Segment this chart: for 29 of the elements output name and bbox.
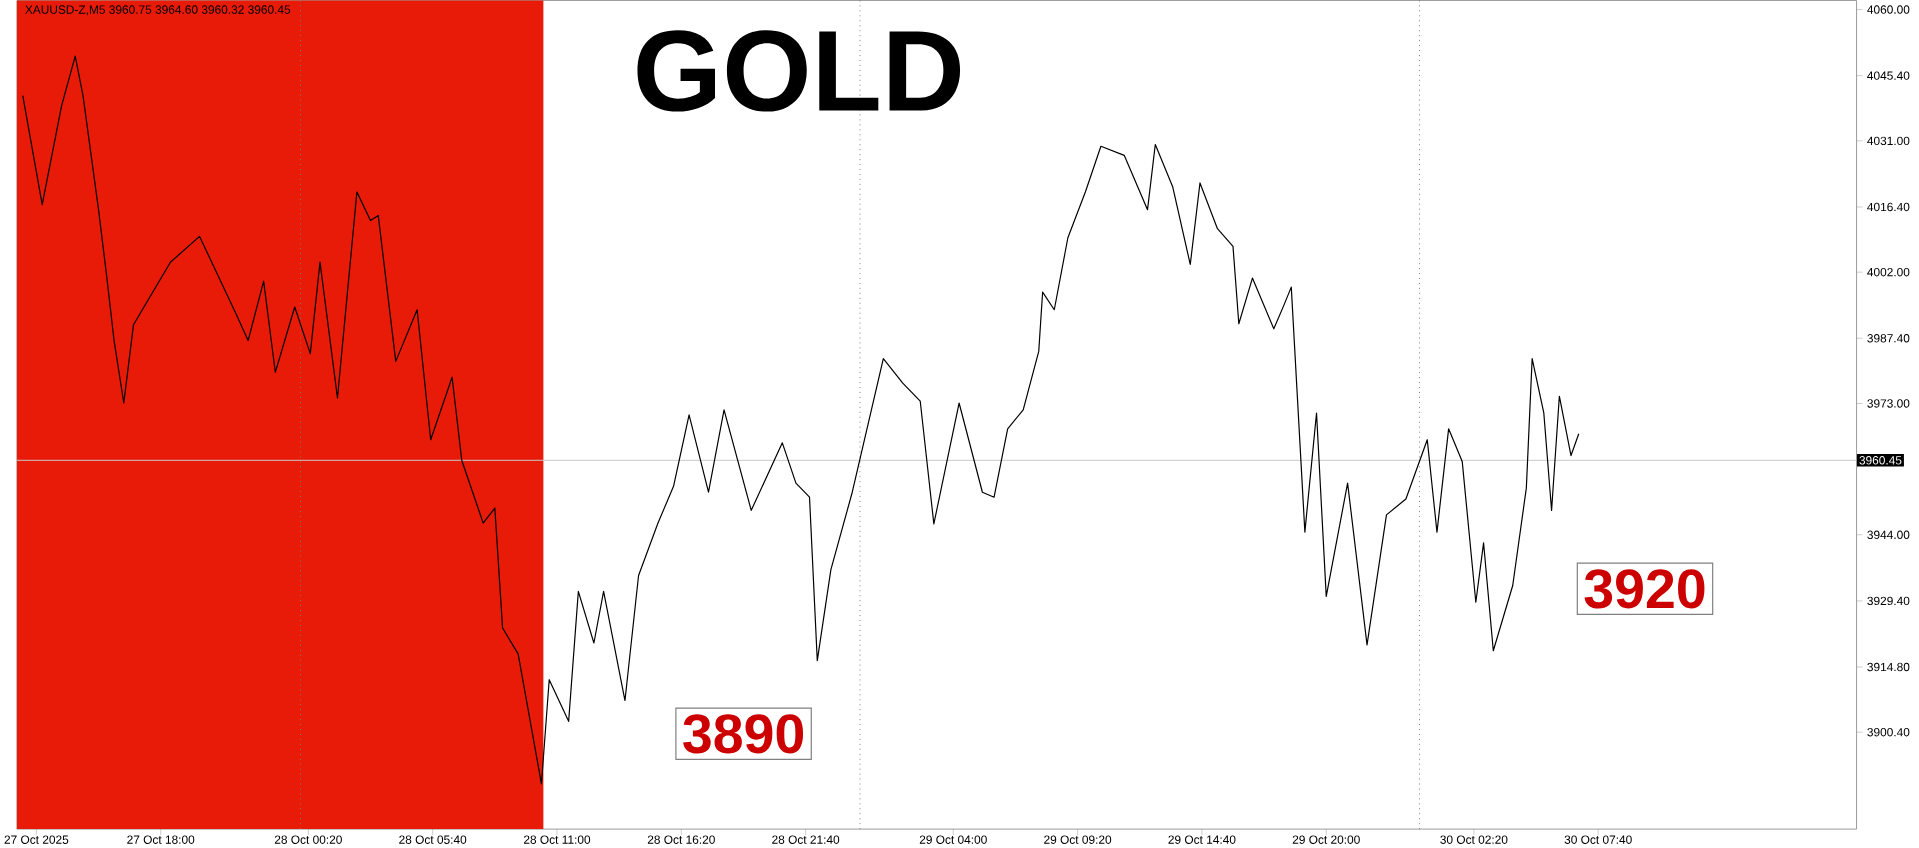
x-tick-label: 29 Oct 14:40 [1168, 835, 1236, 844]
y-tick-label: 3973.00 [1867, 399, 1910, 408]
x-tick-label: 29 Oct 09:20 [1044, 835, 1112, 844]
y-tick-label: 3900.40 [1867, 728, 1910, 737]
x-tick-label: 29 Oct 20:00 [1292, 835, 1360, 844]
y-tick-label: 3944.00 [1867, 530, 1910, 540]
y-tick-label: 4060.00 [1867, 5, 1910, 14]
x-tick-label: 28 Oct 21:40 [772, 835, 840, 844]
x-tick-label: 28 Oct 11:00 [523, 835, 591, 844]
y-tick-label: 4045.40 [1867, 71, 1910, 80]
chart-subtitle: XAUUSD-Z,M5 3960.75 3964.60 3960.32 3960.45 [25, 5, 291, 16]
x-tick-label: 27 Oct 18:00 [127, 835, 195, 844]
x-tick-label: 28 Oct 05:40 [399, 835, 467, 844]
x-tick-label: 29 Oct 04:00 [919, 835, 987, 844]
y-tick-label: 3929.40 [1867, 596, 1910, 606]
x-tick-label: 30 Oct 02:20 [1440, 835, 1508, 844]
chart-title: GOLD [637, 30, 961, 112]
y-tick-label: 3914.80 [1867, 662, 1910, 672]
x-tick-label: 27 Oct 2025 [4, 835, 69, 844]
ref-line-label: 3960.45 [1859, 456, 1902, 465]
annotation: 3920 [1584, 569, 1705, 609]
y-tick-label: 4016.40 [1867, 202, 1910, 212]
y-tick-label: 4002.00 [1867, 267, 1910, 277]
x-tick-label: 28 Oct 00:20 [274, 835, 342, 844]
y-tick-label: 3987.40 [1867, 334, 1910, 343]
y-tick-label: 4031.00 [1867, 136, 1910, 146]
annotation: 3890 [683, 714, 804, 754]
x-tick-label: 28 Oct 16:20 [647, 835, 715, 844]
x-tick-label: 30 Oct 07:40 [1564, 835, 1632, 844]
